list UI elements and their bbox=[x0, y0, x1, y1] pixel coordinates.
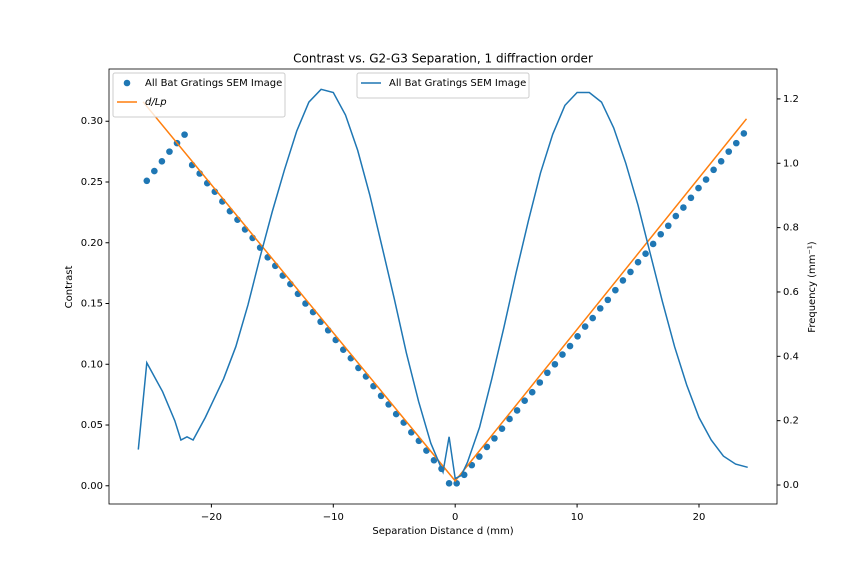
y-axis-label: Contrast bbox=[64, 266, 75, 309]
scatter-point bbox=[657, 230, 665, 238]
legend-label: All Bat Gratings SEM Image bbox=[389, 78, 526, 89]
y-tick-label: 0.00 bbox=[81, 481, 103, 492]
scatter-point bbox=[498, 425, 506, 432]
scatter-point bbox=[627, 268, 634, 276]
scatter-point bbox=[634, 258, 642, 266]
x-tick-label: 10 bbox=[571, 512, 584, 523]
x-tick-label: −10 bbox=[323, 512, 344, 523]
y2-tick-label: 0.4 bbox=[783, 351, 799, 362]
scatter-point bbox=[559, 351, 566, 358]
y2-tick-label: 0.0 bbox=[783, 480, 799, 491]
legend-label: All Bat Gratings SEM Image bbox=[145, 78, 282, 89]
y-tick-label: 0.10 bbox=[81, 359, 103, 370]
scatter-point bbox=[430, 456, 438, 464]
scatter-point bbox=[392, 410, 400, 418]
legend-label: d/Lp bbox=[145, 97, 167, 108]
scatter-point bbox=[544, 369, 551, 377]
scatter-point bbox=[521, 397, 528, 405]
scatter-point bbox=[377, 392, 385, 400]
scatter-point bbox=[740, 130, 748, 137]
plot-frame bbox=[108, 68, 778, 505]
scatter-point bbox=[158, 158, 166, 165]
scatter-point bbox=[528, 388, 536, 396]
scatter-point bbox=[513, 407, 521, 414]
scatter-point bbox=[491, 435, 498, 442]
scatter-point bbox=[649, 240, 657, 248]
scatter-point bbox=[725, 148, 733, 155]
scatter-point bbox=[619, 277, 627, 284]
scatter-point bbox=[710, 166, 717, 174]
scatter-point bbox=[574, 333, 581, 340]
scatter-point bbox=[476, 453, 483, 460]
scatter-point bbox=[181, 131, 188, 138]
scatter-point bbox=[604, 296, 612, 304]
legend-box bbox=[356, 72, 530, 99]
y2-tick-label: 0.6 bbox=[783, 287, 799, 298]
y2-tick-label: 0.8 bbox=[783, 223, 799, 234]
scatter-point bbox=[581, 323, 589, 330]
x-tick-label: 0 bbox=[452, 512, 458, 523]
x-axis-label: Separation Distance d (mm) bbox=[372, 526, 513, 537]
scatter-point bbox=[151, 167, 158, 175]
y2-tick-label: 0.2 bbox=[783, 416, 799, 427]
scatter-point bbox=[536, 379, 544, 386]
legend-marker bbox=[123, 79, 131, 87]
scatter-point bbox=[695, 184, 702, 192]
scatter-point bbox=[664, 222, 672, 230]
chart-title: Contrast vs. G2-G3 Separation, 1 diffrac… bbox=[293, 52, 593, 66]
scatter-point bbox=[717, 158, 725, 165]
scatter-point bbox=[612, 286, 619, 294]
scatter-point bbox=[596, 305, 604, 312]
scatter-point bbox=[672, 212, 680, 220]
y-tick-label: 0.15 bbox=[81, 299, 103, 310]
scatter-point bbox=[680, 204, 687, 211]
scatter-point bbox=[166, 148, 173, 155]
data-line bbox=[137, 88, 748, 480]
legend-box bbox=[112, 72, 286, 118]
x-tick-label: −20 bbox=[201, 512, 222, 523]
scatter-point bbox=[589, 314, 596, 322]
scatter-point bbox=[143, 177, 151, 185]
data-line bbox=[142, 101, 748, 483]
y-tick-label: 0.25 bbox=[81, 177, 103, 188]
y2-axis-label: Frequency (mm⁻¹) bbox=[807, 241, 818, 333]
scatter-point bbox=[566, 342, 574, 350]
y2-tick-label: 1.0 bbox=[783, 158, 799, 169]
scatter-point bbox=[551, 360, 559, 368]
scatter-point bbox=[483, 443, 491, 451]
scatter-point bbox=[445, 480, 453, 487]
scatter-point bbox=[732, 139, 740, 147]
x-tick-label: 20 bbox=[693, 512, 706, 523]
scatter-point bbox=[642, 250, 649, 257]
y-tick-label: 0.20 bbox=[81, 238, 103, 249]
y-tick-label: 0.30 bbox=[81, 116, 103, 127]
scatter-point bbox=[506, 415, 513, 423]
scatter-point bbox=[702, 176, 710, 183]
y-tick-label: 0.05 bbox=[81, 420, 103, 431]
scatter-point bbox=[687, 194, 695, 202]
y2-tick-label: 1.2 bbox=[783, 94, 799, 105]
